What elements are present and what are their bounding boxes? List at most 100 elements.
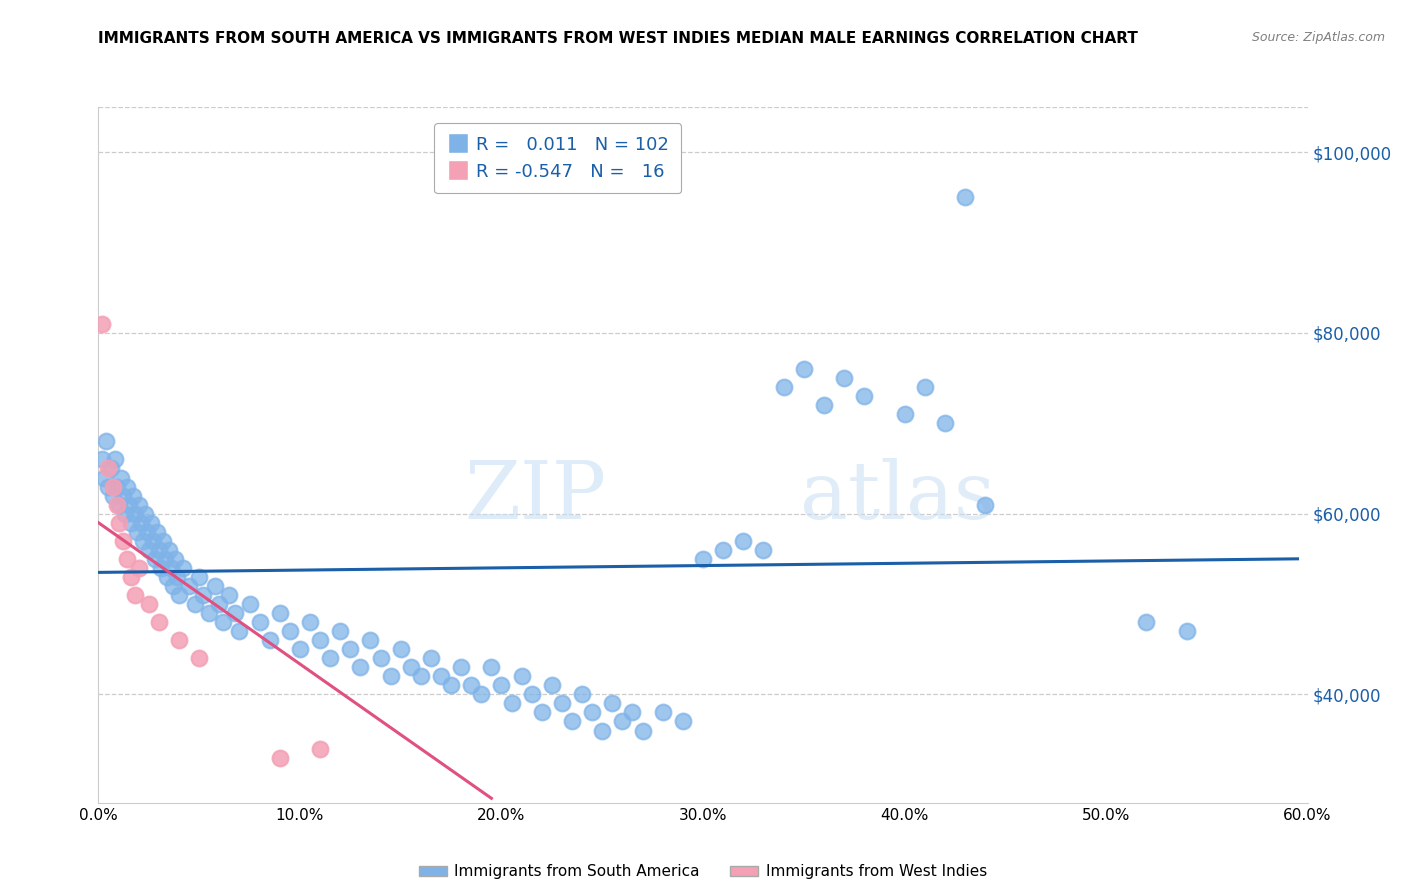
Point: [269, 606, 291, 620]
Point: [115, 551, 138, 566]
Point: [120, 516, 142, 530]
Point: [167, 588, 190, 602]
Point: [152, 533, 174, 548]
Point: [138, 597, 160, 611]
Point: [813, 398, 835, 412]
Point: [692, 551, 714, 566]
Point: [204, 579, 226, 593]
Point: [510, 669, 533, 683]
Point: [349, 660, 371, 674]
Point: [100, 461, 122, 475]
Point: [571, 687, 593, 701]
Point: [124, 507, 146, 521]
Point: [602, 697, 624, 711]
Point: [138, 542, 160, 557]
Point: [218, 588, 240, 602]
Point: [114, 507, 136, 521]
Point: [591, 723, 613, 738]
Point: [224, 606, 246, 620]
Point: [115, 479, 138, 493]
Point: [101, 489, 124, 503]
Point: [148, 542, 170, 557]
Point: [146, 524, 169, 539]
Point: [188, 651, 211, 665]
Point: [360, 633, 382, 648]
Point: [129, 516, 152, 530]
Point: [501, 697, 523, 711]
Point: [370, 651, 392, 665]
Point: [121, 489, 143, 503]
Point: [132, 533, 155, 548]
Point: [953, 190, 976, 204]
Point: [97, 479, 120, 493]
Point: [193, 588, 215, 602]
Point: [541, 678, 564, 692]
Point: [259, 633, 281, 648]
Point: [134, 507, 156, 521]
Point: [124, 588, 146, 602]
Point: [853, 389, 876, 403]
Point: [389, 642, 412, 657]
Point: [111, 533, 134, 548]
Point: [167, 633, 190, 648]
Point: [832, 371, 855, 385]
Point: [621, 706, 644, 720]
Legend: Immigrants from South America, Immigrants from West Indies: Immigrants from South America, Immigrant…: [413, 858, 993, 886]
Point: [561, 714, 583, 729]
Point: [157, 542, 180, 557]
Point: [299, 615, 322, 629]
Point: [481, 660, 503, 674]
Point: [163, 551, 186, 566]
Point: [450, 660, 472, 674]
Text: ZIP: ZIP: [464, 458, 606, 536]
Point: [120, 570, 142, 584]
Point: [153, 551, 176, 566]
Point: [142, 533, 165, 548]
Point: [97, 461, 120, 475]
Point: [105, 498, 128, 512]
Point: [530, 706, 553, 720]
Point: [184, 597, 207, 611]
Point: [107, 498, 129, 512]
Point: [651, 706, 673, 720]
Point: [172, 561, 194, 575]
Point: [581, 706, 603, 720]
Point: [103, 452, 125, 467]
Text: IMMIGRANTS FROM SOUTH AMERICA VS IMMIGRANTS FROM WEST INDIES MEDIAN MALE EARNING: IMMIGRANTS FROM SOUTH AMERICA VS IMMIGRA…: [98, 31, 1139, 46]
Point: [934, 417, 956, 431]
Point: [470, 687, 492, 701]
Point: [440, 678, 463, 692]
Point: [893, 407, 915, 421]
Point: [91, 452, 114, 467]
Point: [269, 750, 291, 764]
Point: [1175, 624, 1198, 639]
Point: [101, 479, 124, 493]
Point: [93, 470, 115, 484]
Point: [380, 669, 402, 683]
Point: [162, 579, 184, 593]
Point: [288, 642, 311, 657]
Text: Source: ZipAtlas.com: Source: ZipAtlas.com: [1251, 31, 1385, 45]
Point: [409, 669, 432, 683]
Point: [239, 597, 262, 611]
Point: [752, 542, 775, 557]
Point: [91, 317, 114, 331]
Point: [793, 362, 815, 376]
Point: [733, 533, 755, 548]
Point: [711, 542, 734, 557]
Point: [430, 669, 453, 683]
Point: [612, 714, 634, 729]
Point: [914, 380, 936, 394]
Point: [772, 380, 794, 394]
Point: [208, 597, 231, 611]
Point: [110, 470, 132, 484]
Point: [319, 651, 342, 665]
Point: [128, 498, 150, 512]
Point: [399, 660, 422, 674]
Point: [118, 498, 141, 512]
Point: [249, 615, 271, 629]
Point: [278, 624, 301, 639]
Point: [139, 516, 162, 530]
Point: [179, 579, 201, 593]
Point: [96, 434, 118, 449]
